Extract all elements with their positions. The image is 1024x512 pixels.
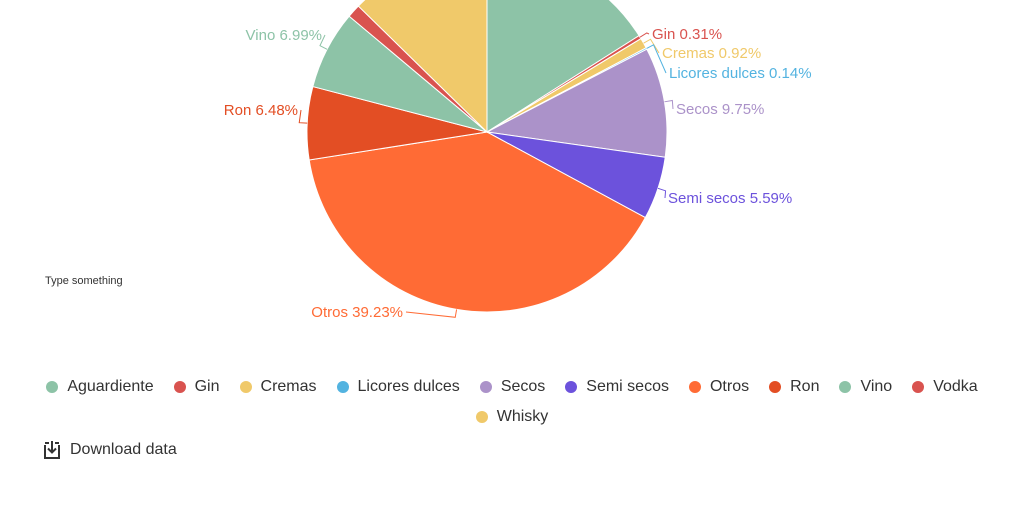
legend-swatch bbox=[565, 381, 578, 393]
slice-label-cremas: Cremas 0.92% bbox=[662, 45, 761, 62]
legend-label: Aguardiente bbox=[67, 378, 154, 395]
legend-label: Vino bbox=[860, 378, 893, 395]
slice-label-vino: Vino 6.99% bbox=[246, 27, 322, 44]
leader-line-licores-dulces bbox=[646, 44, 667, 74]
pie-slice-secos[interactable] bbox=[485, 48, 668, 158]
legend-swatch bbox=[912, 381, 925, 393]
legend-swatch bbox=[173, 381, 186, 393]
legend-swatch bbox=[839, 381, 852, 393]
legend-label: Secos bbox=[500, 378, 546, 395]
leader-line-vino bbox=[319, 34, 328, 50]
legend-item-whisky[interactable]: Whisky bbox=[475, 408, 549, 426]
legend-item-cremas[interactable]: Cremas bbox=[239, 378, 317, 396]
pie-slice-whisky[interactable] bbox=[357, 0, 488, 134]
legend-item-semi-secos[interactable]: Semi secos bbox=[565, 378, 669, 396]
leader-line-gin bbox=[639, 32, 650, 38]
slice-label-gin: Gin 0.31% bbox=[652, 26, 722, 43]
legend-label: Licores dulces bbox=[357, 378, 460, 395]
pie-chart-svg: Gin 0.31% Cremas 0.92% Licores dulces 0.14… bbox=[224, 0, 812, 321]
pie-slice-otros[interactable] bbox=[308, 131, 647, 313]
legend-swatch bbox=[336, 381, 349, 393]
legend-item-vino[interactable]: Vino bbox=[839, 378, 892, 396]
legend-swatch bbox=[479, 381, 492, 393]
legend-swatch bbox=[769, 381, 782, 393]
legend-label: Ron bbox=[790, 378, 820, 395]
legend-swatch bbox=[688, 381, 701, 393]
download-data-label: Download data bbox=[70, 441, 177, 458]
legend-item-otros[interactable]: Otros bbox=[688, 378, 750, 396]
legend-label: Semi secos bbox=[586, 378, 669, 395]
legend-item-licores-dulces[interactable]: Licores dulces bbox=[336, 378, 460, 396]
legend-swatch bbox=[46, 381, 59, 393]
download-icon bbox=[44, 441, 60, 459]
legend-item-gin[interactable]: Gin bbox=[173, 378, 220, 396]
slice-label-semi-secos: Semi secos 5.59% bbox=[668, 190, 792, 207]
chart-legend: Aguardiente Gin Cremas Licores dulces Secos S… bbox=[40, 378, 984, 426]
legend-item-aguardiente[interactable]: Aguardiente bbox=[46, 378, 154, 396]
legend-item-ron[interactable]: Ron bbox=[769, 378, 819, 396]
legend-swatch bbox=[475, 411, 488, 423]
download-data-button[interactable]: Download data bbox=[42, 440, 177, 460]
pie-slice-aguardiente[interactable] bbox=[486, 0, 640, 133]
slice-label-secos: Secos 9.75% bbox=[676, 101, 764, 118]
pie-chart: Gin 0.31% Cremas 0.92% Licores dulces 0.14… bbox=[224, 0, 812, 321]
legend-label: Gin bbox=[194, 378, 220, 395]
leader-line-secos bbox=[664, 99, 674, 110]
annotation-text[interactable]: Type something bbox=[45, 275, 123, 287]
leader-line-semi-secos bbox=[657, 187, 667, 199]
leader-line-otros bbox=[405, 309, 458, 318]
legend-label: Whisky bbox=[496, 408, 549, 425]
legend-item-secos[interactable]: Secos bbox=[479, 378, 546, 396]
legend-item-vodka[interactable]: Vodka bbox=[912, 378, 978, 396]
legend-swatch bbox=[239, 381, 252, 393]
leader-line-cremas bbox=[643, 38, 660, 54]
leader-line-ron bbox=[298, 109, 308, 124]
slice-label-otros: Otros 39.23% bbox=[311, 304, 403, 321]
legend-label: Cremas bbox=[260, 378, 317, 395]
slice-label-licores-dulces: Licores dulces 0.14% bbox=[669, 65, 812, 82]
legend-label: Otros bbox=[709, 378, 750, 395]
slice-label-ron: Ron 6.48% bbox=[224, 102, 298, 119]
legend-label: Vodka bbox=[933, 378, 978, 395]
